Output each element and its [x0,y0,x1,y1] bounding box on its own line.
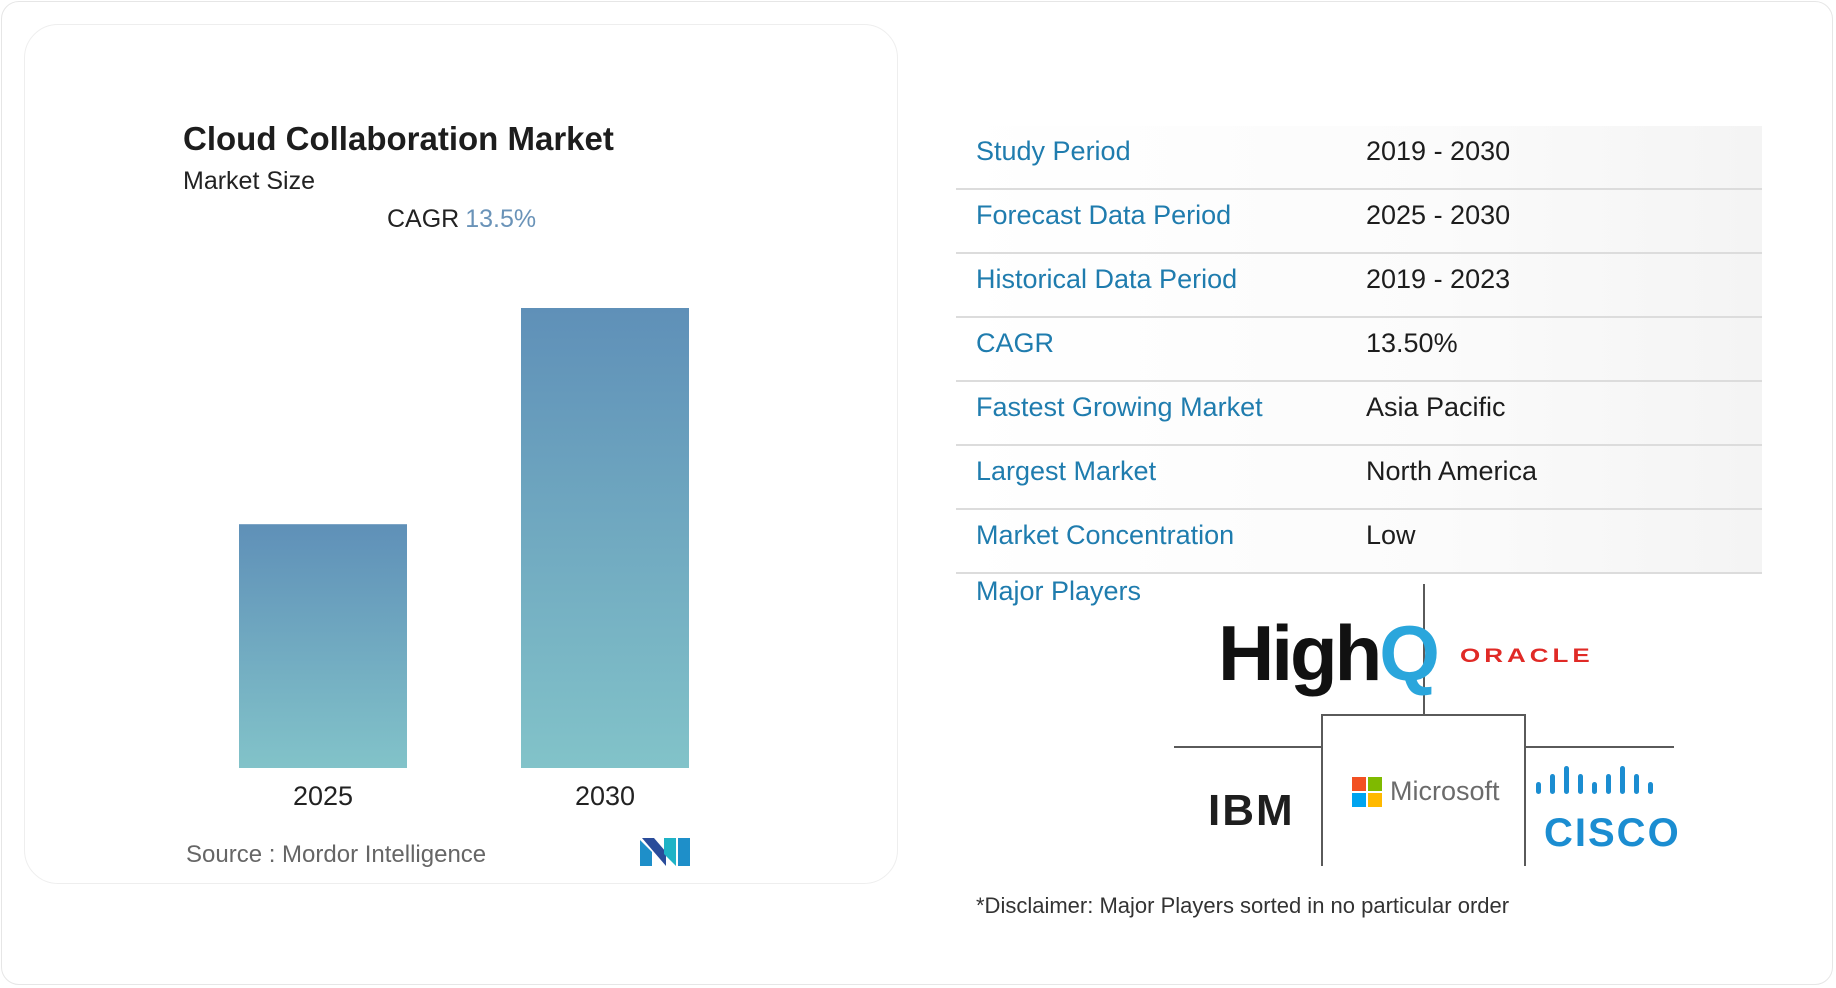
highq-logo: HighQ [1218,609,1440,697]
chart-title: Cloud Collaboration Market [183,120,614,157]
cagr-annotation: CAGR 13.5% [387,205,536,234]
info-value: 2019 - 2023 [1366,264,1511,294]
oracle-logo: ORACLE [1460,643,1594,667]
divider-horizontal-right [1525,746,1674,748]
info-value: 13.50% [1366,328,1458,358]
cagr-label: CAGR [387,205,460,233]
info-value: 2019 - 2030 [1366,136,1511,166]
cisco-logo: CISCO [1534,762,1681,856]
info-key: Market Concentration [976,520,1235,550]
info-row: Historical Data Period 2019 - 2023 [956,254,1762,318]
major-players-label: Major Players [976,576,1142,606]
source-note: Source : Mordor Intelligence [186,841,487,868]
divider-horizontal-mid [1322,714,1525,716]
info-row: Forecast Data Period 2025 - 2030 [956,190,1762,254]
divider-vertical-right [1524,714,1526,866]
bar-2025 [239,524,407,768]
info-value: Asia Pacific [1366,392,1506,422]
market-info-table: Study Period 2019 - 2030 Forecast Data Per… [956,126,1762,574]
bar-chart: 2025 2030 [239,308,689,811]
info-row: Study Period 2019 - 2030 [956,126,1762,190]
info-key: Study Period [976,136,1131,166]
microsoft-logo: Microsoft [1352,776,1500,807]
x-tick-label: 2025 [293,781,353,811]
divider-horizontal-left [1174,746,1322,748]
info-row: Market Concentration Low [956,510,1762,574]
divider-vertical-top [1423,584,1425,715]
microsoft-wordmark: Microsoft [1390,776,1500,806]
microsoft-windows-icon [1352,776,1382,807]
ibm-logo: IBM [1208,786,1295,836]
info-row: CAGR 13.50% [956,318,1762,382]
chart-card [24,24,898,884]
info-key: Largest Market [976,456,1157,486]
x-tick-label: 2030 [575,781,635,811]
info-value: Low [1366,520,1416,550]
chart-subtitle: Market Size [183,167,315,195]
cagr-value: 13.5% [465,205,537,233]
info-key: CAGR [976,328,1055,358]
cisco-bridge-icon [1536,766,1653,794]
info-key: Forecast Data Period [976,200,1232,230]
mordor-intelligence-logo [640,838,690,866]
info-value: 2025 - 2030 [1366,200,1511,230]
info-key: Historical Data Period [976,264,1238,294]
info-row: Fastest Growing Market Asia Pacific [956,382,1762,446]
info-value: North America [1366,456,1538,486]
divider-vertical-left [1321,714,1323,866]
cisco-wordmark: CISCO [1544,811,1681,855]
disclaimer-note: *Disclaimer: Major Players sorted in no … [976,893,1510,918]
info-row: Largest Market North America [956,446,1762,510]
info-key: Fastest Growing Market [976,392,1263,422]
bar-2030 [521,308,689,768]
